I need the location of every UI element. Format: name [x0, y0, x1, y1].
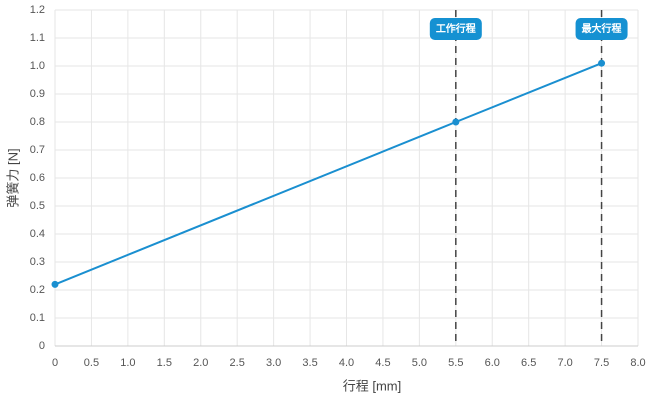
y-axis-label: 弹簧力 [N]: [5, 148, 20, 207]
x-tick-label: 1.5: [157, 357, 172, 369]
y-tick-label: 0.5: [30, 200, 45, 212]
data-point: [452, 118, 460, 126]
annotation-badge: [575, 18, 628, 40]
x-tick-label: 2.5: [230, 357, 245, 369]
x-tick-label: 0: [52, 357, 58, 369]
y-tick-label: 1.0: [30, 60, 45, 72]
y-tick-label: 0: [39, 340, 45, 352]
x-tick-label: 6.0: [485, 357, 500, 369]
y-tick-label: 0.2: [30, 284, 45, 296]
x-tick-label: 0.5: [84, 357, 99, 369]
annotation-badge: [429, 18, 482, 40]
x-tick-label: 4.0: [339, 357, 354, 369]
x-tick-label: 5.5: [448, 357, 463, 369]
x-tick-label: 7.0: [557, 357, 572, 369]
y-tick-label: 0.3: [30, 256, 45, 268]
y-tick-label: 0.1: [30, 312, 45, 324]
y-tick-label: 0.4: [30, 228, 45, 240]
y-tick-label: 1.2: [30, 4, 45, 16]
y-tick-label: 0.8: [30, 116, 45, 128]
x-tick-label: 1.0: [120, 357, 135, 369]
x-tick-label: 8.0: [630, 357, 645, 369]
y-tick-label: 0.6: [30, 172, 45, 184]
data-point: [51, 280, 59, 288]
x-tick-label: 7.5: [594, 357, 609, 369]
series-line: [54, 62, 602, 286]
x-tick-label: 3.5: [302, 357, 317, 369]
y-tick-label: 1.1: [30, 32, 45, 44]
x-axis-label: 行程 [mm]: [343, 378, 402, 393]
x-tick-label: 5.0: [412, 357, 427, 369]
x-tick-label: 2.0: [193, 357, 208, 369]
y-tick-label: 0.9: [30, 88, 45, 100]
x-tick-label: 4.5: [375, 357, 390, 369]
data-point: [598, 59, 606, 67]
x-tick-label: 6.5: [521, 357, 536, 369]
x-tick-label: 3.0: [266, 357, 281, 369]
y-tick-label: 0.7: [30, 144, 45, 156]
annotation-label: 最大行程: [582, 22, 622, 35]
annotation-label: 工作行程: [436, 22, 476, 35]
